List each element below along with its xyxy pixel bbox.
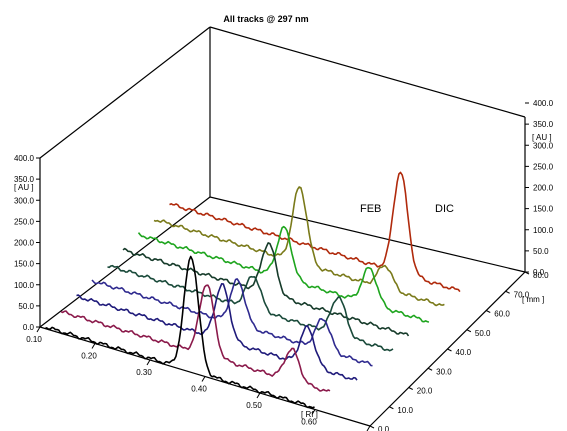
x-tick-label: 0.40 bbox=[191, 385, 207, 394]
back-top-edge bbox=[209, 26, 526, 118]
trace-track-7 bbox=[137, 225, 430, 323]
z-tick-label-right: 150.0 bbox=[533, 205, 554, 214]
y-axis-label: [ mm ] bbox=[522, 295, 544, 304]
y-tick bbox=[505, 290, 510, 294]
y-tick-label: 50.0 bbox=[475, 329, 491, 338]
x-tick-label: 0.20 bbox=[81, 352, 97, 361]
z-tick-label-left: 350.0 bbox=[14, 175, 35, 184]
z-tick-label-left: 0.0 bbox=[23, 323, 35, 332]
y-tick-label: 80.0 bbox=[533, 271, 549, 280]
z-tick-label-left: 50.0 bbox=[18, 302, 34, 311]
z-tick-label-right: 400.0 bbox=[533, 99, 554, 108]
trace-track-1 bbox=[45, 255, 315, 409]
y-tick bbox=[369, 425, 375, 429]
z-tick-label-left: 400.0 bbox=[14, 154, 35, 163]
trace-track-9 bbox=[169, 171, 461, 293]
z-tick-label-right: 200.0 bbox=[533, 184, 554, 193]
chart-title: All tracks @ 297 nm bbox=[223, 14, 308, 24]
trace-track-3 bbox=[76, 283, 358, 381]
trace-track-6 bbox=[122, 242, 410, 337]
z-tick-label-right: 350.0 bbox=[533, 120, 554, 129]
annotation-dic: DIC bbox=[435, 203, 454, 215]
y-tick bbox=[408, 387, 413, 390]
trace-track-5 bbox=[107, 264, 394, 352]
x-tick bbox=[201, 376, 206, 382]
x-tick bbox=[311, 409, 316, 415]
y-tick bbox=[447, 348, 452, 352]
z-tick-label-right: 0.0 bbox=[533, 268, 545, 277]
x-tick-label: 0.10 bbox=[26, 335, 42, 344]
y-tick-label: 20.0 bbox=[417, 387, 433, 396]
x-axis-label: [ Rf ] bbox=[301, 410, 318, 419]
x-tick bbox=[36, 326, 41, 333]
y-tick bbox=[524, 271, 530, 275]
z-tick-label-left: 100.0 bbox=[14, 281, 35, 290]
y-tick-label: 0.0 bbox=[378, 425, 390, 431]
x-tick bbox=[366, 425, 371, 431]
z-tick-label-left: 250.0 bbox=[14, 217, 35, 226]
back-bottom-edge bbox=[209, 196, 526, 273]
z-axis-label-right: [ AU ] bbox=[532, 133, 552, 142]
z-tick-label-left: 300.0 bbox=[14, 196, 35, 205]
z-tick-label-right: 50.0 bbox=[533, 247, 549, 256]
y-tick-label: 40.0 bbox=[456, 348, 472, 357]
y-tick-label: 30.0 bbox=[436, 367, 452, 376]
trace-track-2 bbox=[60, 284, 331, 392]
annotation-feb: FEB bbox=[360, 203, 381, 215]
chart-traces bbox=[45, 171, 461, 409]
left-floor-edge bbox=[39, 196, 211, 328]
z-tick-label-right: 250.0 bbox=[533, 162, 554, 171]
z-axis-label-left: [ AU ] bbox=[14, 183, 34, 192]
y-tick bbox=[486, 310, 491, 313]
z-tick-label-left: 200.0 bbox=[14, 239, 35, 248]
axis-ticks bbox=[36, 102, 530, 431]
chart-frame bbox=[39, 26, 526, 427]
y-tick bbox=[466, 329, 472, 333]
y-tick bbox=[427, 367, 433, 371]
left-top-edge bbox=[39, 26, 211, 159]
y-tick-label: 10.0 bbox=[397, 406, 413, 415]
x-tick-label: 0.60 bbox=[301, 418, 317, 427]
trace-track-4 bbox=[91, 278, 373, 367]
axis-tick-labels: 0.0 50.0 100.0 150.0 200.0 250.0 300.0 350.0 400… bbox=[14, 99, 554, 431]
y-tick bbox=[389, 406, 394, 410]
trace-track-8 bbox=[153, 186, 445, 307]
z-tick-label-right: 300.0 bbox=[533, 141, 554, 150]
x-tick-label: 0.30 bbox=[136, 368, 152, 377]
y-tick-label: 70.0 bbox=[514, 290, 530, 299]
x-tick bbox=[256, 392, 261, 399]
y-tick-label: 60.0 bbox=[494, 310, 510, 319]
z-tick-label-left: 150.0 bbox=[14, 260, 35, 269]
z-tick-label-right: 100.0 bbox=[533, 226, 554, 235]
x-tick-label: 0.50 bbox=[246, 401, 262, 410]
x-tick bbox=[91, 343, 96, 349]
x-tick bbox=[146, 359, 151, 366]
